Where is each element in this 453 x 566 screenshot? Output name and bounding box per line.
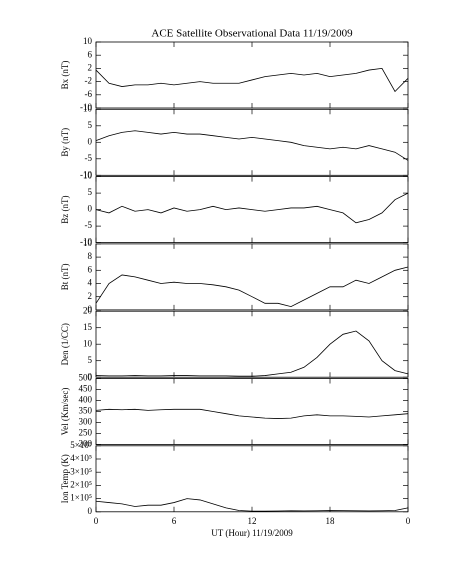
y-tick-label: 10 xyxy=(83,238,93,248)
y-tick-label: 8 xyxy=(88,251,93,261)
y-tick-label: -5 xyxy=(85,153,93,163)
y-tick-label: 500 xyxy=(79,373,93,383)
y-tick-label: 2 xyxy=(88,62,93,72)
y-axis-label: Bz (nT) xyxy=(60,195,70,223)
y-tick-label: 0 xyxy=(88,371,93,381)
y-tick-label: 400 xyxy=(79,395,93,405)
panel-frame xyxy=(95,243,409,311)
y-tick-label: 3×10⁵ xyxy=(70,466,92,476)
chart-title: ACE Satellite Observational Data 11/19/2… xyxy=(151,28,353,40)
y-axis-label: Bt (nT) xyxy=(60,264,70,291)
y-axis-label: Den (1/CC) xyxy=(60,323,70,365)
y-tick-label: 5 xyxy=(88,355,93,365)
x-tick-label: 12 xyxy=(248,516,257,526)
y-tick-label: 10 xyxy=(83,338,93,348)
y-axis-label: Vel (Km/sec) xyxy=(60,388,70,436)
x-tick-label: 0 xyxy=(406,516,411,526)
data-line xyxy=(95,266,409,308)
y-axis-label: Ion Temp (K) xyxy=(60,454,70,503)
y-axis-label: By (nT) xyxy=(60,128,70,157)
y-tick-label: -10 xyxy=(80,237,92,247)
y-tick-label: 4 xyxy=(88,278,93,288)
y-tick-label: -2 xyxy=(85,76,93,86)
y-tick-label: 6 xyxy=(88,49,93,59)
panel-frame xyxy=(95,108,409,176)
y-tick-label: -10 xyxy=(80,102,92,112)
y-tick-label: 1×10⁵ xyxy=(70,493,92,503)
y-tick-label: 0 xyxy=(88,204,93,214)
panel-frame xyxy=(95,41,409,109)
y-tick-label: 10 xyxy=(83,171,93,181)
x-tick-label: 6 xyxy=(172,516,177,526)
y-tick-label: 20 xyxy=(83,305,93,315)
data-line xyxy=(95,67,409,93)
y-tick-label: 5 xyxy=(88,187,93,197)
y-tick-label: 450 xyxy=(79,384,93,394)
y-tick-label: 0 xyxy=(88,136,93,146)
panel-frame xyxy=(95,378,409,445)
y-tick-label: 15 xyxy=(83,322,93,332)
x-tick-label: 0 xyxy=(94,516,99,526)
y-tick-label: 2×10⁵ xyxy=(70,479,92,489)
data-line xyxy=(95,330,409,377)
y-axis-label: Bx (nT) xyxy=(60,61,70,90)
data-line xyxy=(95,130,409,161)
y-tick-label: 10 xyxy=(83,36,93,46)
x-tick-label: 18 xyxy=(326,516,336,526)
y-tick-label: -10 xyxy=(80,169,92,179)
data-line xyxy=(95,192,409,224)
panel-frame xyxy=(95,310,409,378)
y-tick-label: 5 xyxy=(88,120,93,130)
data-line xyxy=(95,408,409,419)
y-tick-label: 0 xyxy=(88,304,93,314)
y-tick-label: 10 xyxy=(83,103,93,113)
y-tick-label: 0 xyxy=(88,506,93,516)
panel-frame xyxy=(95,445,409,513)
y-tick-label: 200 xyxy=(79,439,93,449)
y-tick-label: -6 xyxy=(85,89,93,99)
y-tick-label: 250 xyxy=(79,428,93,438)
y-tick-label: 6 xyxy=(88,264,93,274)
y-tick-label: 5×10⁵ xyxy=(70,440,92,450)
y-tick-label: 300 xyxy=(79,417,93,427)
y-tick-label: 4×10⁵ xyxy=(70,453,92,463)
data-line xyxy=(95,498,409,512)
y-tick-label: -5 xyxy=(85,220,93,230)
x-axis-label: UT (Hour) 11/19/2009 xyxy=(211,528,293,538)
y-tick-label: 2 xyxy=(88,291,93,301)
y-tick-label: 350 xyxy=(79,406,93,416)
